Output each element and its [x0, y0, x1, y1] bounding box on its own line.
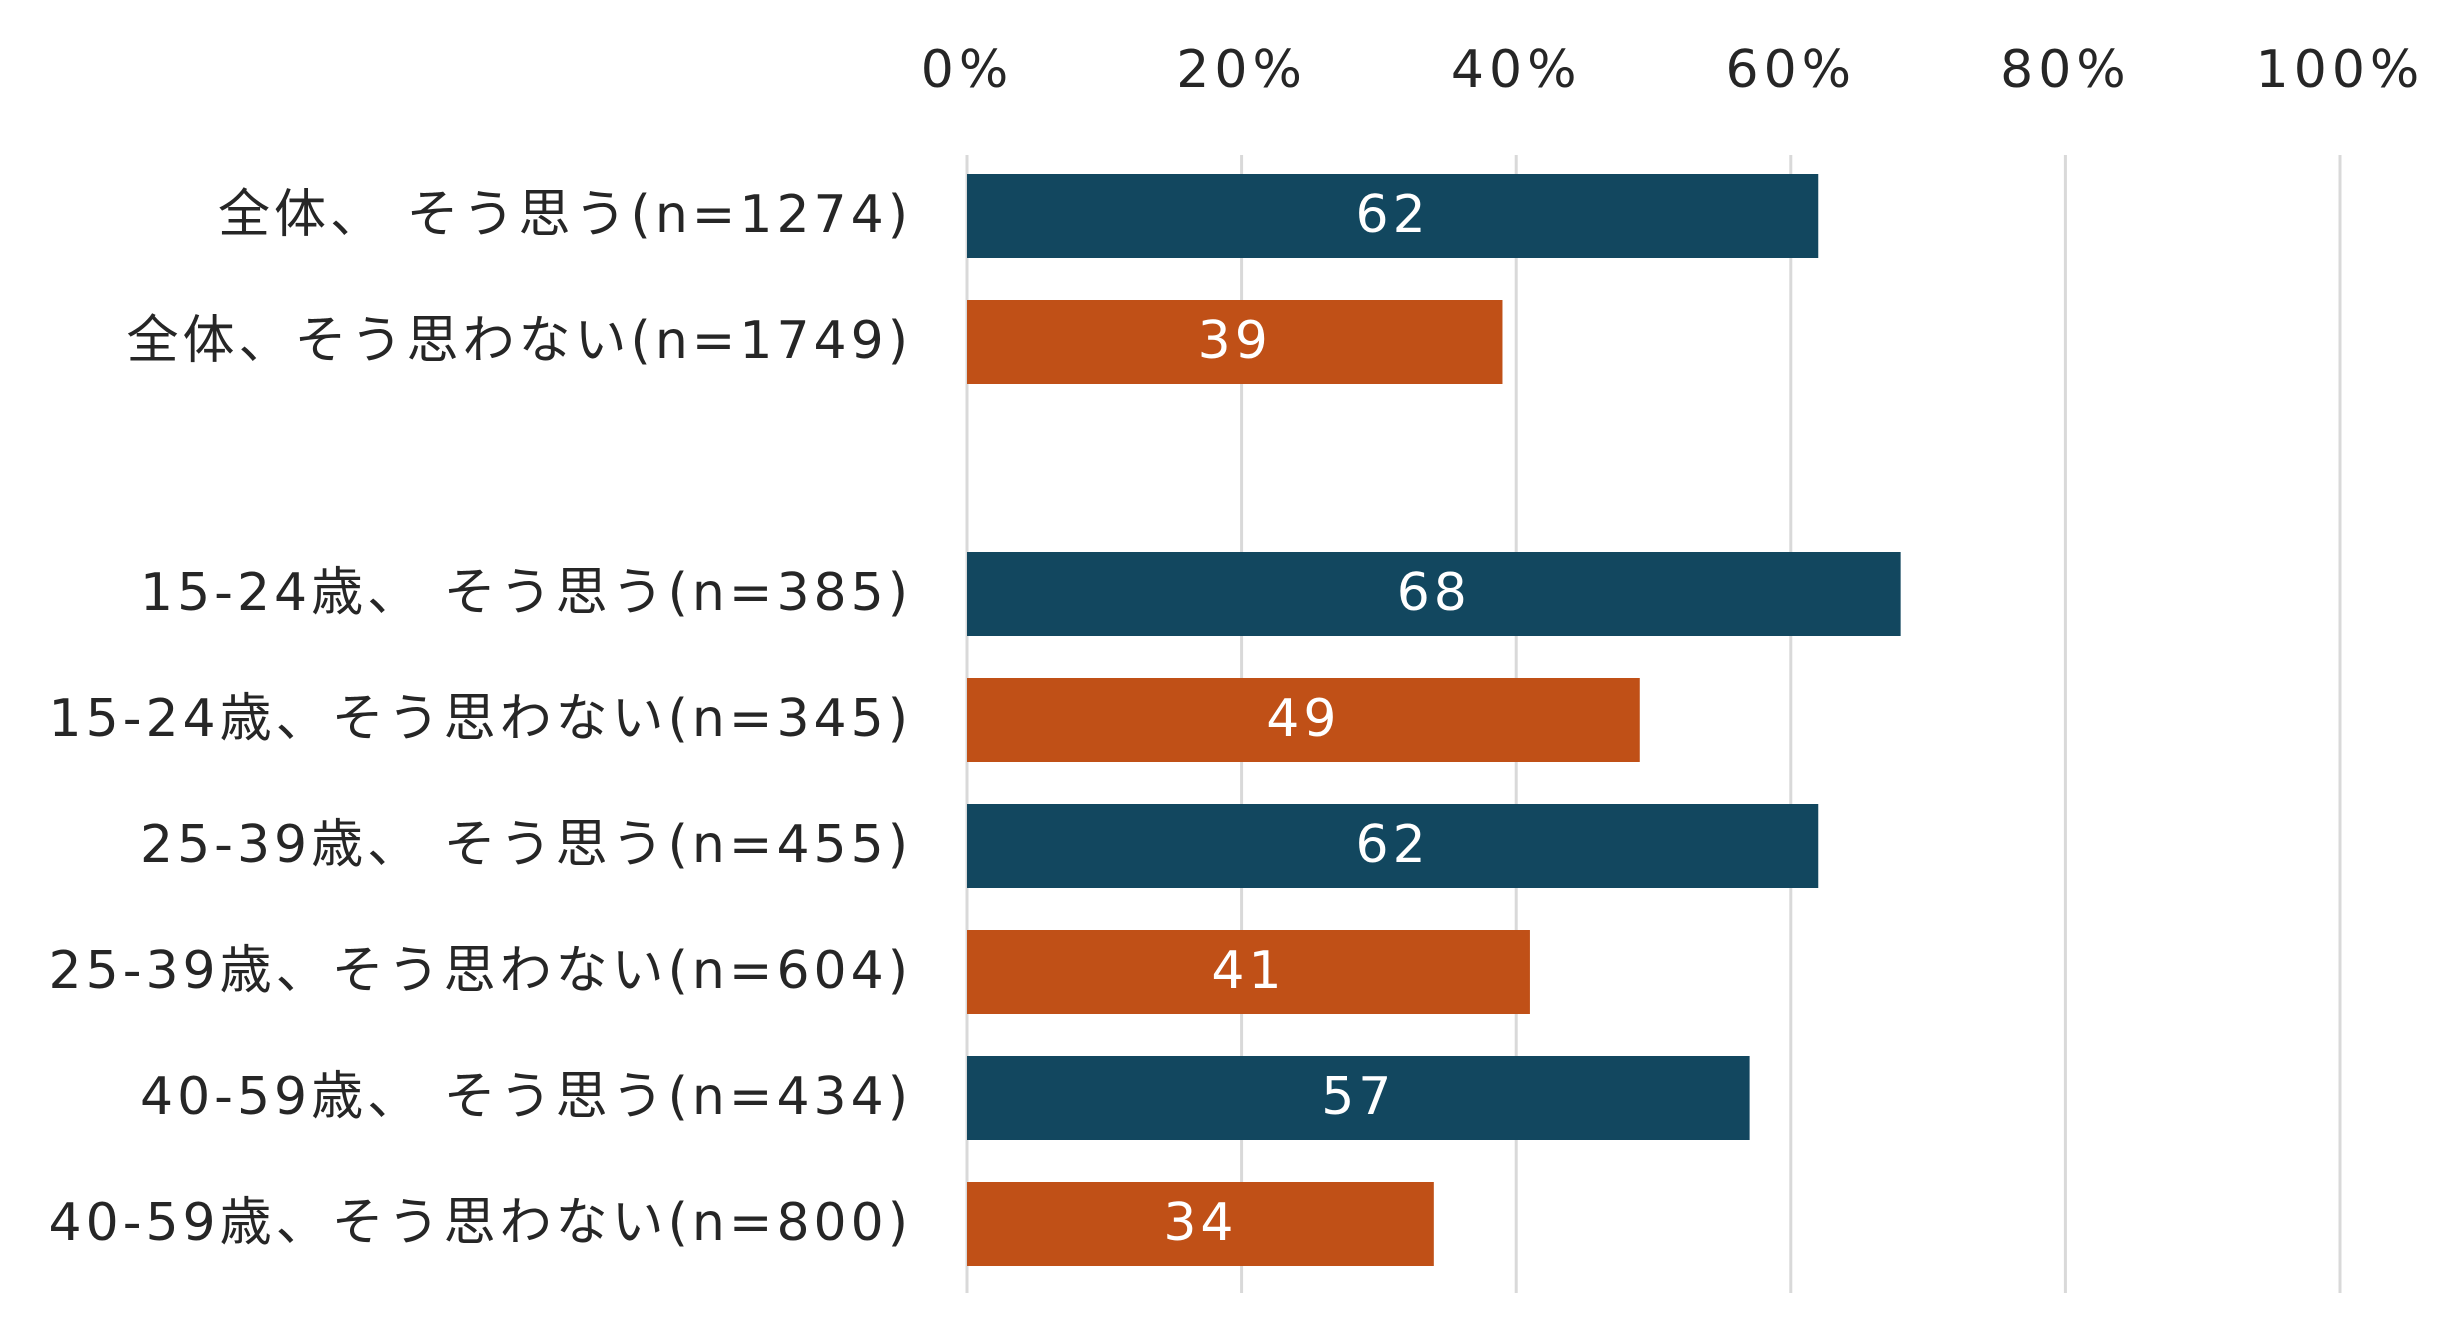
bar-agree-0 — [967, 174, 1819, 258]
category-labels: 全体、 そう思う(n=1274) 全体、そう思わない(n=1749) 15-24歳、… — [49, 185, 912, 1253]
category-label-8: 40-59歳、そう思わない(n=800) — [49, 1193, 912, 1253]
bar-value-label-0: 62 — [1356, 185, 1430, 245]
bar-value-label-6: 41 — [1211, 941, 1285, 1001]
x-tick-label-40: 40% — [1451, 40, 1582, 100]
bar-disagree-4 — [967, 678, 1640, 762]
bar-value-label-5: 62 — [1356, 815, 1430, 875]
category-label-5: 25-39歳、 そう思う(n=455) — [140, 815, 912, 875]
bar-agree-5 — [967, 804, 1819, 888]
bar-value-label-4: 49 — [1266, 689, 1340, 749]
axis-tick-labels: 0% 20% 40% 60% 80% 100% — [921, 40, 2425, 100]
category-label-3: 15-24歳、 そう思う(n=385) — [140, 563, 912, 623]
bar-disagree-1 — [967, 300, 1503, 384]
bar-agree-7 — [967, 1056, 1750, 1140]
bar-value-label-3: 68 — [1397, 563, 1471, 623]
category-label-4: 15-24歳、そう思わない(n=345) — [49, 689, 912, 749]
x-tick-label-100: 100% — [2256, 40, 2425, 100]
bar-value-label-1: 39 — [1198, 311, 1272, 371]
category-label-7: 40-59歳、 そう思う(n=434) — [140, 1067, 912, 1127]
category-label-1: 全体、そう思わない(n=1749) — [127, 311, 912, 371]
category-label-6: 25-39歳、そう思わない(n=604) — [49, 941, 912, 1001]
bar-agree-3 — [967, 552, 1901, 636]
bar-disagree-6 — [967, 930, 1530, 1014]
bars: 62 39 68 49 62 41 57 34 — [967, 174, 1901, 1266]
x-tick-label-80: 80% — [2000, 40, 2131, 100]
x-tick-label-0: 0% — [921, 40, 1014, 100]
bar-disagree-8 — [967, 1182, 1434, 1266]
category-label-0: 全体、 そう思う(n=1274) — [218, 185, 912, 245]
bar-value-label-8: 34 — [1163, 1193, 1237, 1253]
bar-value-label-7: 57 — [1321, 1067, 1395, 1127]
x-tick-label-60: 60% — [1726, 40, 1857, 100]
x-tick-label-20: 20% — [1176, 40, 1307, 100]
